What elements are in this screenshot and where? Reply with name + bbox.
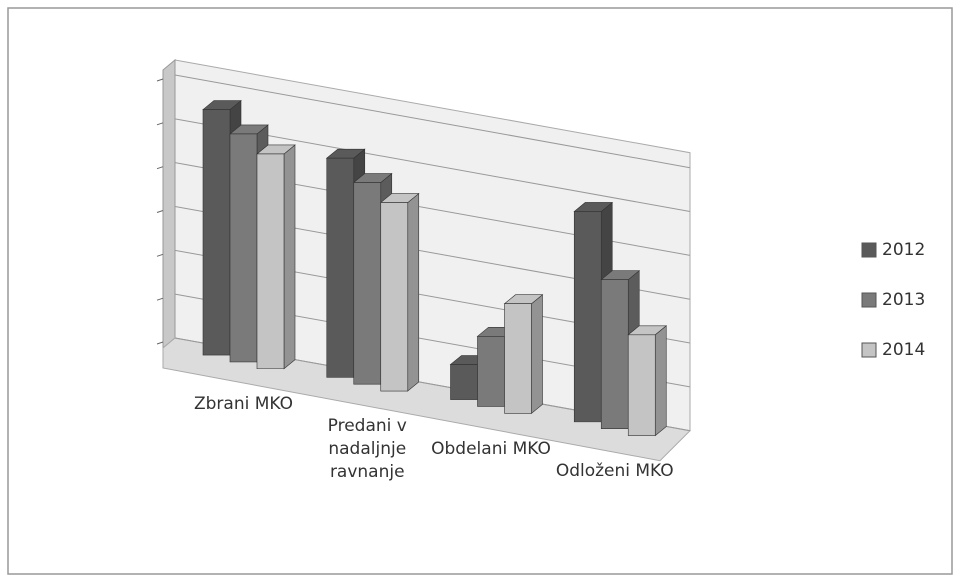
legend-swatch <box>861 342 877 358</box>
bar-face <box>202 109 231 356</box>
legend-label: 2014 <box>882 340 925 360</box>
bar-face <box>256 153 285 370</box>
floor <box>162 337 692 462</box>
y-tick <box>156 122 164 126</box>
legend-label: 2012 <box>882 240 925 260</box>
legend-swatch <box>861 292 877 308</box>
bar-face <box>531 294 543 414</box>
bar-face <box>627 334 656 436</box>
y-tick <box>156 253 164 257</box>
bar <box>379 192 420 392</box>
bar <box>256 144 296 370</box>
bar <box>627 325 668 437</box>
bar-face <box>654 325 667 437</box>
y-tick <box>156 210 164 213</box>
grid-line <box>174 74 691 169</box>
y-tick <box>156 78 164 82</box>
bar-face <box>504 303 532 414</box>
y-tick <box>156 341 164 345</box>
y-tick <box>156 297 164 301</box>
bar-face <box>380 202 409 392</box>
bar-face <box>326 157 355 378</box>
x-tick-label: Obdelani MKO <box>431 438 551 459</box>
x-tick-label: Predani v nadaljnje ravnanje <box>327 416 407 483</box>
bar-face <box>407 192 420 392</box>
y-tick <box>156 166 164 170</box>
bar-face <box>573 211 602 423</box>
side-wall <box>162 58 176 350</box>
bar-face <box>283 144 296 370</box>
bar-face <box>477 336 505 407</box>
legend-swatch <box>861 242 877 258</box>
bar <box>503 294 544 414</box>
legend-label: 2013 <box>882 290 925 310</box>
x-tick-label: Zbrani MKO <box>193 394 293 415</box>
bar-face <box>353 182 382 385</box>
bar-face <box>229 133 258 363</box>
bar-face <box>600 279 629 430</box>
bar-face <box>450 364 478 400</box>
x-tick-label: Odloženi MKO <box>555 460 674 481</box>
